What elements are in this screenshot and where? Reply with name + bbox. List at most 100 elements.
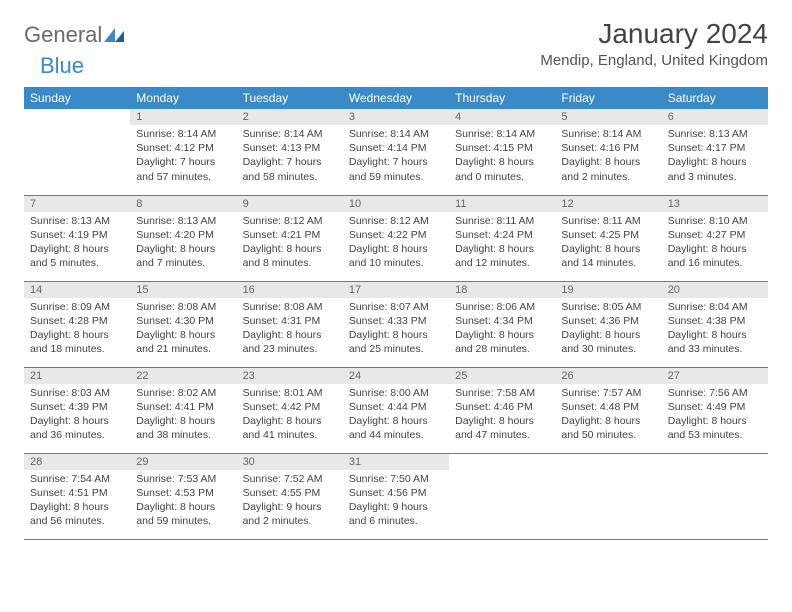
calendar-cell — [555, 453, 661, 539]
day-number: 24 — [343, 368, 449, 384]
day-details: Sunrise: 8:14 AMSunset: 4:13 PMDaylight:… — [237, 125, 343, 188]
day-details: Sunrise: 8:08 AMSunset: 4:30 PMDaylight:… — [130, 298, 236, 361]
daylight-text-1: Daylight: 8 hours — [136, 242, 230, 256]
sunset-text: Sunset: 4:27 PM — [668, 228, 762, 242]
calendar-cell: 28Sunrise: 7:54 AMSunset: 4:51 PMDayligh… — [24, 453, 130, 539]
sunrise-text: Sunrise: 7:53 AM — [136, 472, 230, 486]
calendar-cell: 30Sunrise: 7:52 AMSunset: 4:55 PMDayligh… — [237, 453, 343, 539]
sunrise-text: Sunrise: 8:14 AM — [349, 127, 443, 141]
calendar-cell — [449, 453, 555, 539]
day-details: Sunrise: 8:12 AMSunset: 4:22 PMDaylight:… — [343, 212, 449, 275]
sunrise-text: Sunrise: 7:58 AM — [455, 386, 549, 400]
day-number: 1 — [130, 109, 236, 125]
daylight-text-1: Daylight: 8 hours — [668, 414, 762, 428]
day-details: Sunrise: 8:04 AMSunset: 4:38 PMDaylight:… — [662, 298, 768, 361]
daylight-text-1: Daylight: 8 hours — [30, 414, 124, 428]
sunset-text: Sunset: 4:41 PM — [136, 400, 230, 414]
day-header: Friday — [555, 87, 661, 109]
daylight-text-2: and 21 minutes. — [136, 342, 230, 356]
sunset-text: Sunset: 4:56 PM — [349, 486, 443, 500]
sunset-text: Sunset: 4:49 PM — [668, 400, 762, 414]
day-number: 22 — [130, 368, 236, 384]
day-details: Sunrise: 8:14 AMSunset: 4:15 PMDaylight:… — [449, 125, 555, 188]
sunset-text: Sunset: 4:33 PM — [349, 314, 443, 328]
sunrise-text: Sunrise: 8:05 AM — [561, 300, 655, 314]
day-number: 14 — [24, 282, 130, 298]
sunrise-text: Sunrise: 8:11 AM — [561, 214, 655, 228]
daylight-text-1: Daylight: 8 hours — [136, 414, 230, 428]
sunset-text: Sunset: 4:16 PM — [561, 141, 655, 155]
sunrise-text: Sunrise: 7:54 AM — [30, 472, 124, 486]
day-details: Sunrise: 8:12 AMSunset: 4:21 PMDaylight:… — [237, 212, 343, 275]
day-number: 27 — [662, 368, 768, 384]
daylight-text-1: Daylight: 8 hours — [136, 500, 230, 514]
day-number: 19 — [555, 282, 661, 298]
logo-text-general: General — [24, 22, 102, 48]
day-number: 23 — [237, 368, 343, 384]
day-number: 15 — [130, 282, 236, 298]
daylight-text-1: Daylight: 8 hours — [561, 242, 655, 256]
day-header: Wednesday — [343, 87, 449, 109]
daylight-text-2: and 3 minutes. — [668, 170, 762, 184]
day-header: Thursday — [449, 87, 555, 109]
daylight-text-2: and 10 minutes. — [349, 256, 443, 270]
daylight-text-1: Daylight: 8 hours — [349, 242, 443, 256]
day-details: Sunrise: 8:13 AMSunset: 4:20 PMDaylight:… — [130, 212, 236, 275]
day-number: 18 — [449, 282, 555, 298]
sunrise-text: Sunrise: 8:01 AM — [243, 386, 337, 400]
calendar-cell: 11Sunrise: 8:11 AMSunset: 4:24 PMDayligh… — [449, 195, 555, 281]
day-header: Saturday — [662, 87, 768, 109]
sunrise-text: Sunrise: 8:14 AM — [561, 127, 655, 141]
sunrise-text: Sunrise: 8:03 AM — [30, 386, 124, 400]
title-block: January 2024 Mendip, England, United Kin… — [540, 18, 768, 69]
sunrise-text: Sunrise: 8:13 AM — [668, 127, 762, 141]
sunrise-text: Sunrise: 7:50 AM — [349, 472, 443, 486]
sunrise-text: Sunrise: 8:08 AM — [136, 300, 230, 314]
calendar-cell: 9Sunrise: 8:12 AMSunset: 4:21 PMDaylight… — [237, 195, 343, 281]
sunset-text: Sunset: 4:21 PM — [243, 228, 337, 242]
calendar-cell: 31Sunrise: 7:50 AMSunset: 4:56 PMDayligh… — [343, 453, 449, 539]
daylight-text-2: and 41 minutes. — [243, 428, 337, 442]
calendar-week: 28Sunrise: 7:54 AMSunset: 4:51 PMDayligh… — [24, 453, 768, 539]
day-number: 4 — [449, 109, 555, 125]
sunset-text: Sunset: 4:44 PM — [349, 400, 443, 414]
daylight-text-2: and 59 minutes. — [349, 170, 443, 184]
day-header: Tuesday — [237, 87, 343, 109]
sunrise-text: Sunrise: 8:10 AM — [668, 214, 762, 228]
calendar-cell: 13Sunrise: 8:10 AMSunset: 4:27 PMDayligh… — [662, 195, 768, 281]
sunrise-text: Sunrise: 8:06 AM — [455, 300, 549, 314]
day-details: Sunrise: 7:54 AMSunset: 4:51 PMDaylight:… — [24, 470, 130, 533]
daylight-text-1: Daylight: 8 hours — [349, 414, 443, 428]
daylight-text-2: and 36 minutes. — [30, 428, 124, 442]
calendar-cell: 1Sunrise: 8:14 AMSunset: 4:12 PMDaylight… — [130, 109, 236, 195]
daylight-text-1: Daylight: 8 hours — [455, 414, 549, 428]
day-details: Sunrise: 8:14 AMSunset: 4:16 PMDaylight:… — [555, 125, 661, 188]
calendar-cell: 7Sunrise: 8:13 AMSunset: 4:19 PMDaylight… — [24, 195, 130, 281]
sunrise-text: Sunrise: 7:57 AM — [561, 386, 655, 400]
day-number: 21 — [24, 368, 130, 384]
calendar-body: 1Sunrise: 8:14 AMSunset: 4:12 PMDaylight… — [24, 109, 768, 539]
calendar-week: 21Sunrise: 8:03 AMSunset: 4:39 PMDayligh… — [24, 367, 768, 453]
sunset-text: Sunset: 4:22 PM — [349, 228, 443, 242]
daylight-text-1: Daylight: 9 hours — [349, 500, 443, 514]
sunset-text: Sunset: 4:25 PM — [561, 228, 655, 242]
day-number: 26 — [555, 368, 661, 384]
sunset-text: Sunset: 4:13 PM — [243, 141, 337, 155]
daylight-text-2: and 33 minutes. — [668, 342, 762, 356]
daylight-text-1: Daylight: 8 hours — [561, 414, 655, 428]
sunset-text: Sunset: 4:38 PM — [668, 314, 762, 328]
daylight-text-2: and 16 minutes. — [668, 256, 762, 270]
calendar-cell: 15Sunrise: 8:08 AMSunset: 4:30 PMDayligh… — [130, 281, 236, 367]
sunrise-text: Sunrise: 8:13 AM — [30, 214, 124, 228]
day-details: Sunrise: 8:00 AMSunset: 4:44 PMDaylight:… — [343, 384, 449, 447]
daylight-text-2: and 28 minutes. — [455, 342, 549, 356]
sunset-text: Sunset: 4:31 PM — [243, 314, 337, 328]
sunrise-text: Sunrise: 8:13 AM — [136, 214, 230, 228]
day-number — [555, 454, 661, 470]
sunset-text: Sunset: 4:51 PM — [30, 486, 124, 500]
day-details: Sunrise: 8:14 AMSunset: 4:14 PMDaylight:… — [343, 125, 449, 188]
day-details: Sunrise: 7:53 AMSunset: 4:53 PMDaylight:… — [130, 470, 236, 533]
day-details: Sunrise: 8:09 AMSunset: 4:28 PMDaylight:… — [24, 298, 130, 361]
calendar-cell: 23Sunrise: 8:01 AMSunset: 4:42 PMDayligh… — [237, 367, 343, 453]
daylight-text-2: and 23 minutes. — [243, 342, 337, 356]
